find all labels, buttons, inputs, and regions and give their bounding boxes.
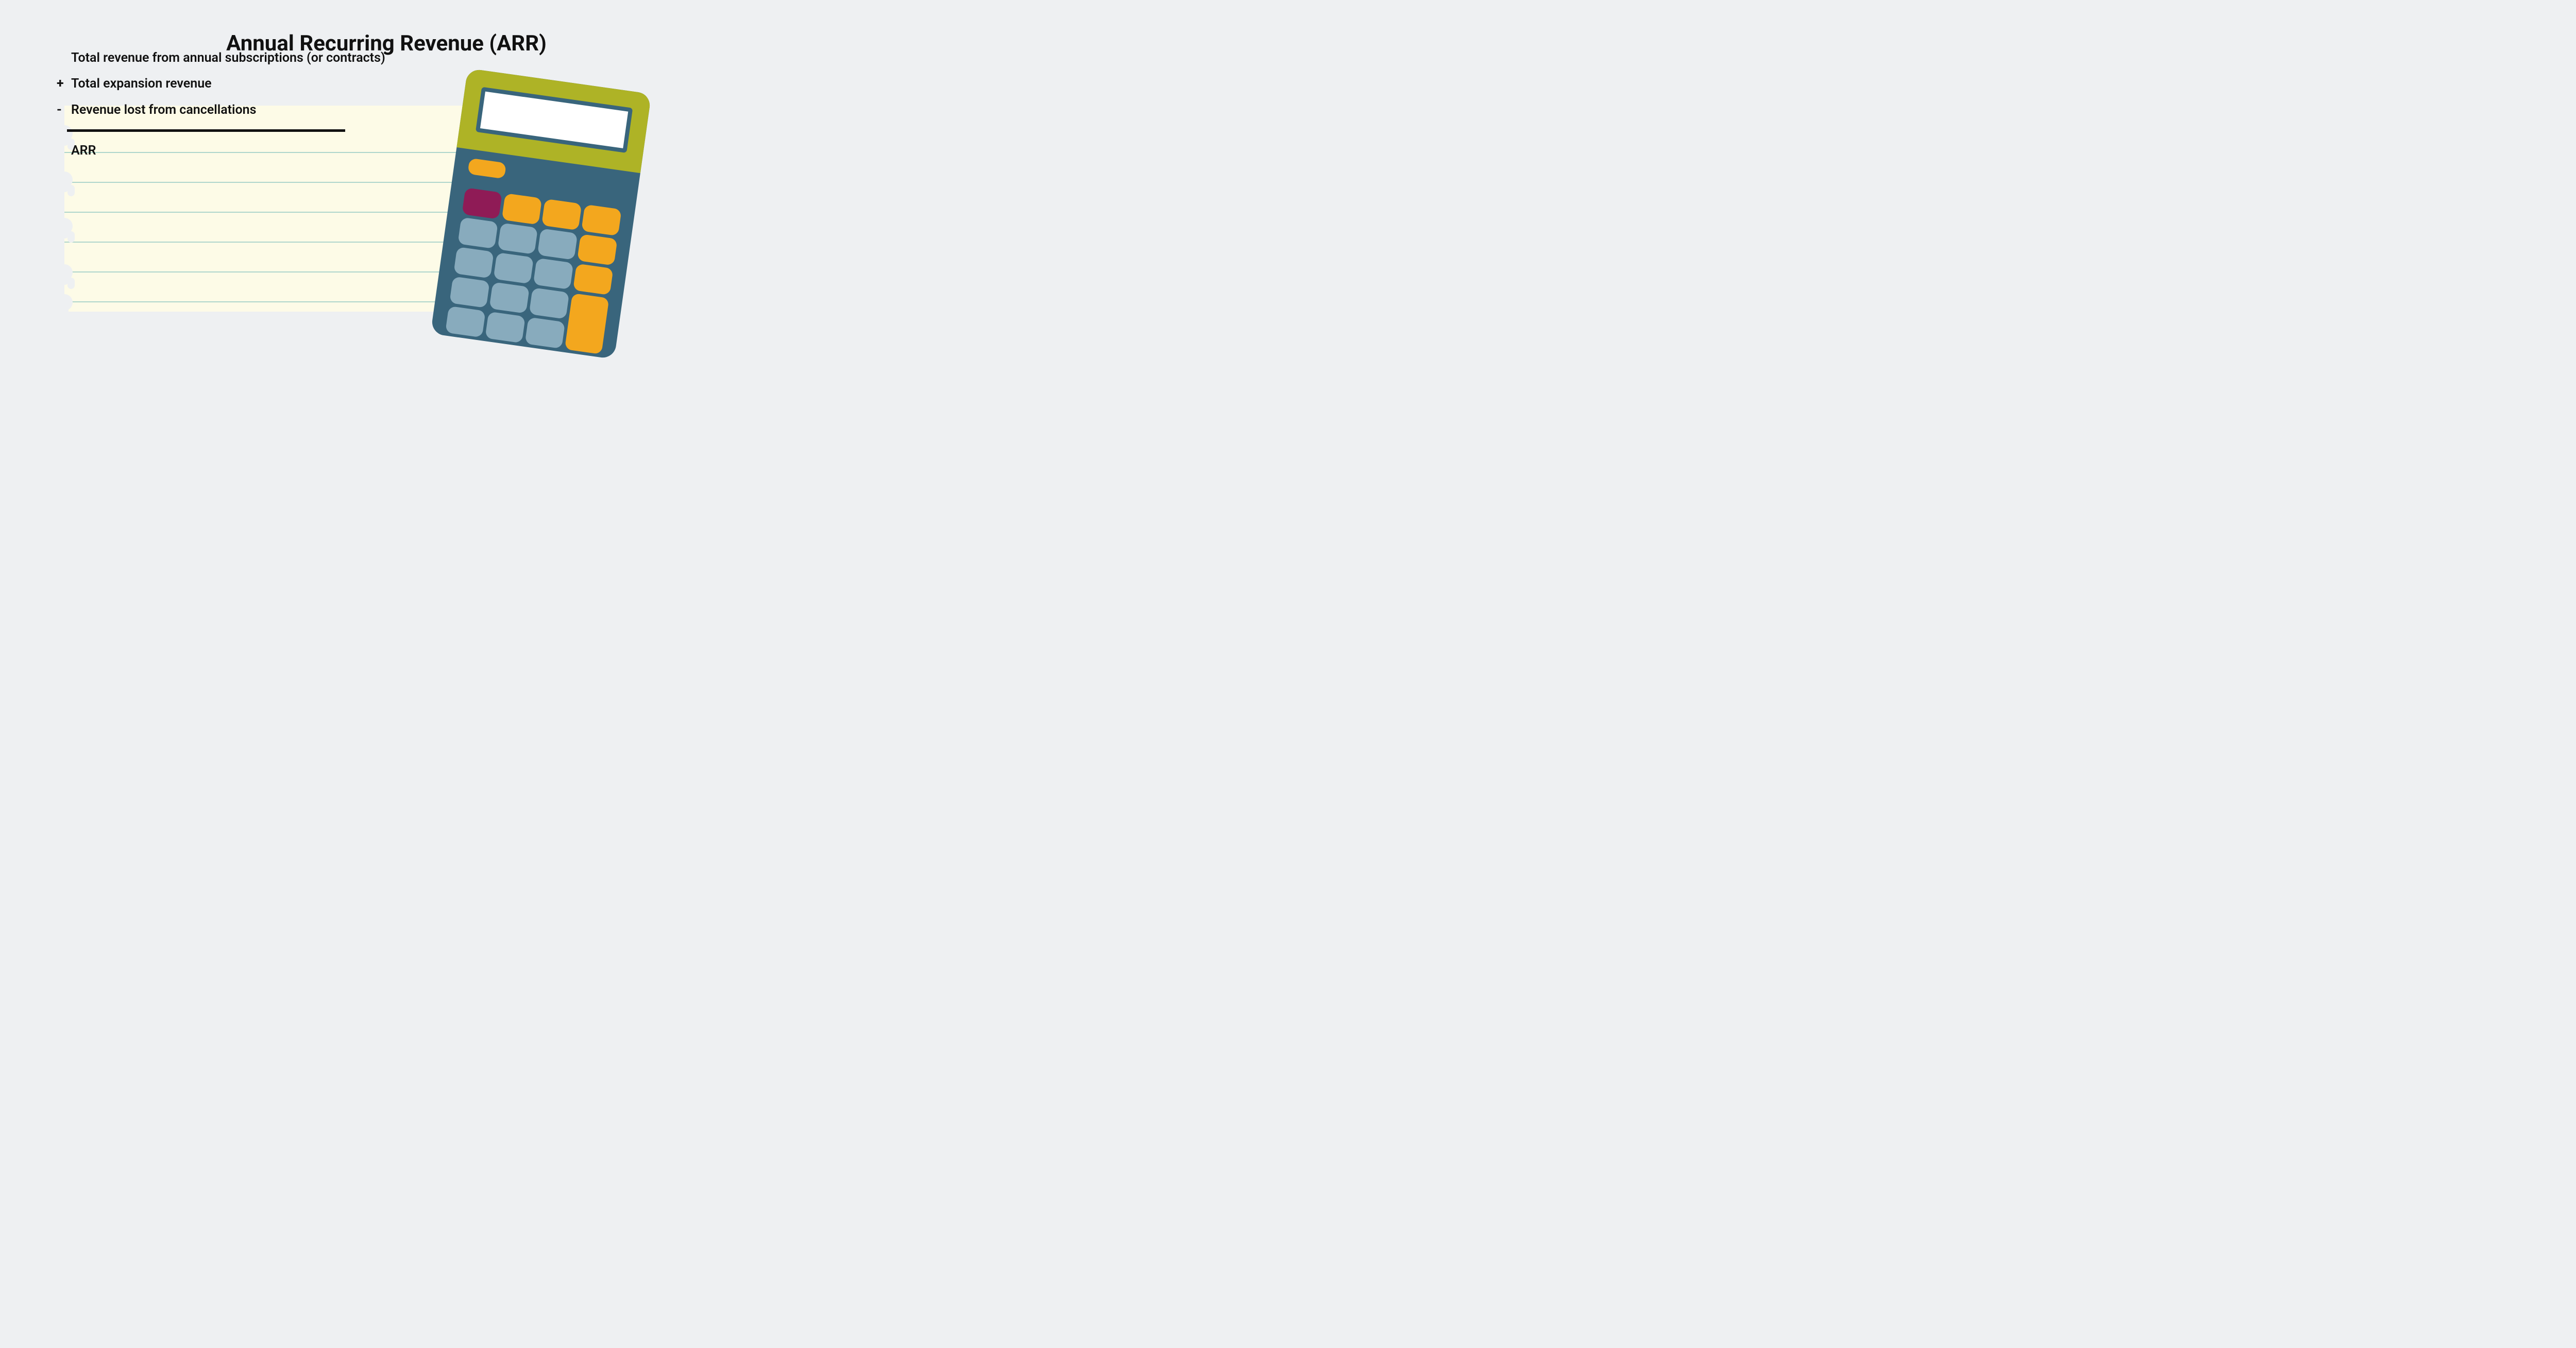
minus-operator: - <box>57 104 71 117</box>
formula-line-2: + Total expansion revenue <box>57 77 385 91</box>
paper-tear <box>67 185 75 196</box>
calculator-key <box>541 199 582 231</box>
calculator-key <box>489 282 530 314</box>
calculator-key <box>498 223 538 254</box>
calculator-key <box>445 306 486 338</box>
calculator-key <box>581 204 622 236</box>
calculator-illustration <box>431 68 652 359</box>
calculator-key <box>533 258 574 290</box>
calculator-key <box>565 293 609 354</box>
formula-text-2: Total expansion revenue <box>71 77 212 91</box>
calculator-key <box>485 312 526 344</box>
calculator-key <box>502 193 543 225</box>
calculator-key <box>449 276 490 308</box>
calculator-key <box>467 158 506 179</box>
formula-text-3: Revenue lost from cancellations <box>71 104 257 117</box>
calculator-key <box>537 228 578 260</box>
calculator-key <box>457 217 498 249</box>
formula-line-3: - Revenue lost from cancellations <box>57 104 385 117</box>
calculator-key <box>577 234 618 266</box>
paper-rule <box>64 212 513 213</box>
paper-rule <box>64 182 513 183</box>
paper-tear <box>67 231 75 243</box>
paper-tear <box>61 303 69 315</box>
formula-line-1: Total revenue from annual subscriptions … <box>57 52 385 65</box>
calculator-key <box>573 264 614 296</box>
paper-tear <box>67 278 75 289</box>
formula-result-text: ARR <box>71 144 96 158</box>
calculator-keypad <box>447 158 625 343</box>
formula-text-1: Total revenue from annual subscriptions … <box>71 52 385 65</box>
formula-divider <box>67 129 345 132</box>
calculator-key <box>529 287 570 319</box>
calculator-key <box>462 187 502 219</box>
calculator-key <box>453 247 494 279</box>
calculator-key <box>494 252 534 284</box>
arr-formula: Total revenue from annual subscriptions … <box>57 52 385 170</box>
calculator-key <box>525 317 566 349</box>
plus-operator: + <box>57 77 71 91</box>
formula-result: ARR <box>57 144 385 158</box>
